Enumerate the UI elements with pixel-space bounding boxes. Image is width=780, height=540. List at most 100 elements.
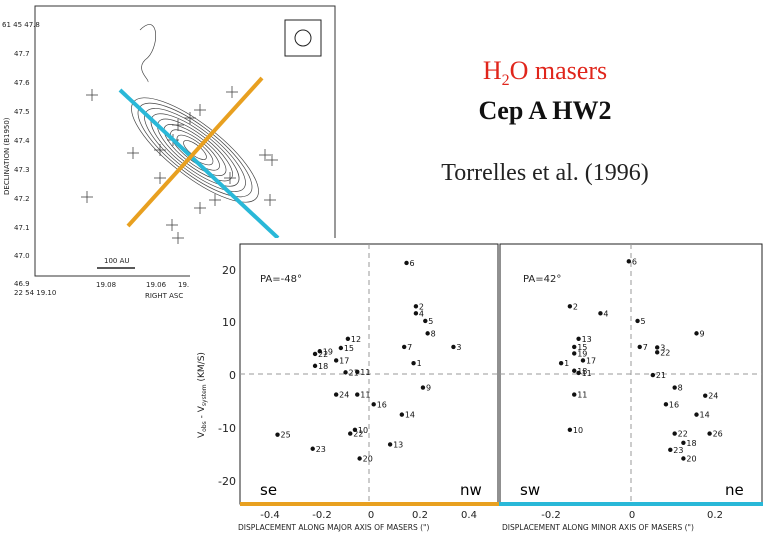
major-axis-bar bbox=[240, 502, 499, 506]
maser-point bbox=[345, 336, 351, 341]
maser-point bbox=[655, 345, 660, 350]
maser-cross bbox=[194, 202, 206, 214]
maser-point-label: 1 bbox=[564, 359, 569, 368]
xtick-label: -0.2 bbox=[312, 510, 332, 521]
dec-tick: 47.7 bbox=[14, 50, 30, 58]
dec-tick: 47.1 bbox=[14, 224, 30, 232]
maser-point bbox=[668, 447, 673, 453]
maser-point bbox=[626, 259, 632, 264]
maser-cross bbox=[184, 112, 196, 124]
maser-point bbox=[558, 360, 564, 366]
maser-cross bbox=[86, 89, 98, 101]
maser-point bbox=[572, 392, 577, 397]
maser-point-label: 21 bbox=[349, 368, 359, 377]
maser-point bbox=[387, 442, 393, 447]
maser-cross bbox=[259, 149, 271, 161]
ytick-label: 0 bbox=[229, 369, 236, 382]
maser-cross bbox=[166, 219, 178, 231]
dec-tick: 47.3 bbox=[14, 166, 30, 174]
maser-point bbox=[371, 402, 376, 407]
maser-point-label: 4 bbox=[419, 309, 424, 318]
maser-cross bbox=[172, 119, 184, 131]
maser-cross bbox=[194, 104, 206, 116]
maser-point-label: 9 bbox=[426, 384, 431, 393]
title-prefix: H bbox=[482, 56, 502, 85]
maser-cross bbox=[154, 172, 166, 184]
ra-tick-labels: 22 54 19.10 19.08 19.06 19. bbox=[14, 281, 189, 297]
maser-point bbox=[399, 412, 405, 417]
maser-point-label: 6 bbox=[410, 259, 415, 268]
maser-point-label: 11 bbox=[582, 369, 592, 378]
beam-box bbox=[284, 19, 322, 57]
maser-point-label: 10 bbox=[358, 426, 368, 435]
maser-point bbox=[355, 369, 360, 375]
maser-point-label: 22 bbox=[353, 430, 363, 439]
title-sub: 2 bbox=[501, 72, 510, 90]
maser-point-label: 19 bbox=[577, 349, 587, 358]
xtick-label: -0.2 bbox=[541, 510, 561, 521]
maser-point-label: 7 bbox=[643, 343, 648, 352]
maser-point-label: 23 bbox=[673, 446, 683, 455]
maser-point-label: 25 bbox=[281, 431, 291, 440]
maser-cross bbox=[127, 147, 139, 159]
maser-point-label: 10 bbox=[573, 426, 583, 435]
right-corner-ne: ne bbox=[725, 481, 744, 499]
maser-cross bbox=[81, 191, 93, 203]
maser-point bbox=[694, 412, 699, 417]
maser-point-label: 4 bbox=[603, 309, 608, 318]
maser-point bbox=[352, 427, 358, 432]
maser-cross bbox=[226, 86, 238, 98]
maser-point bbox=[413, 311, 419, 316]
maser-point bbox=[275, 432, 280, 437]
maser-point bbox=[681, 456, 686, 461]
ytick-label: -10 bbox=[218, 422, 236, 435]
maser-point-label: 18 bbox=[577, 367, 587, 376]
maser-point bbox=[572, 344, 577, 350]
figure-subtitle: Cep A HW2 bbox=[478, 96, 612, 125]
maser-cross bbox=[224, 172, 236, 184]
maser-point-label: 22 bbox=[318, 350, 328, 359]
maser-point-label: 20 bbox=[363, 455, 373, 464]
maser-point bbox=[411, 360, 416, 366]
major-axis-line bbox=[118, 88, 280, 240]
maser-point bbox=[567, 427, 573, 432]
xtick-label: 0.2 bbox=[412, 510, 428, 521]
maser-point-label: 14 bbox=[405, 411, 415, 420]
maser-point-label: 3 bbox=[456, 343, 461, 352]
maser-point bbox=[681, 440, 686, 445]
pv-panels: Vobs - Vsystem (KM/S) 20 10 0 -10 -20 PA… bbox=[190, 238, 780, 540]
maser-point-label: 18 bbox=[686, 439, 696, 448]
maser-point-label: 11 bbox=[577, 391, 587, 400]
maser-point-label: 5 bbox=[641, 317, 646, 326]
map-xlabel: RIGHT ASC bbox=[145, 292, 183, 300]
minor-axis-bar bbox=[499, 502, 763, 506]
dec-tick: 47.0 bbox=[14, 252, 30, 260]
maser-point-label: 22 bbox=[660, 348, 670, 357]
maser-point bbox=[312, 351, 318, 357]
ytick-label: 10 bbox=[222, 316, 236, 329]
maser-point-label: 1 bbox=[417, 359, 422, 368]
maser-point bbox=[451, 344, 456, 350]
xtick-label: -0.4 bbox=[260, 510, 280, 521]
xtick-label: 0 bbox=[629, 510, 635, 521]
maser-point bbox=[567, 304, 573, 309]
maser-point-label: 19 bbox=[323, 347, 333, 356]
maser-point-label: 24 bbox=[708, 392, 718, 401]
maser-point bbox=[348, 431, 353, 436]
maser-point bbox=[310, 446, 315, 451]
maser-point-label: 11 bbox=[360, 391, 370, 400]
maser-point-label: 24 bbox=[339, 391, 349, 400]
maser-point-label: 17 bbox=[339, 356, 349, 365]
dec-tick-labels: 61 45 47.8 47.7 47.6 47.5 47.4 47.3 47.2… bbox=[2, 21, 40, 288]
ytick-label: -20 bbox=[218, 475, 236, 488]
left-xticks: -0.4 -0.2 0 0.2 0.4 bbox=[260, 510, 477, 521]
dec-tick: 47.4 bbox=[14, 137, 30, 145]
dec-tick: 47.5 bbox=[14, 108, 30, 116]
minor-axis-line bbox=[126, 76, 264, 228]
maser-point-label: 13 bbox=[393, 440, 403, 449]
ra-tick: 22 54 19.10 bbox=[14, 289, 56, 297]
maser-point bbox=[580, 358, 586, 363]
maser-point bbox=[635, 318, 640, 324]
maser-point-label: 9 bbox=[700, 329, 705, 338]
